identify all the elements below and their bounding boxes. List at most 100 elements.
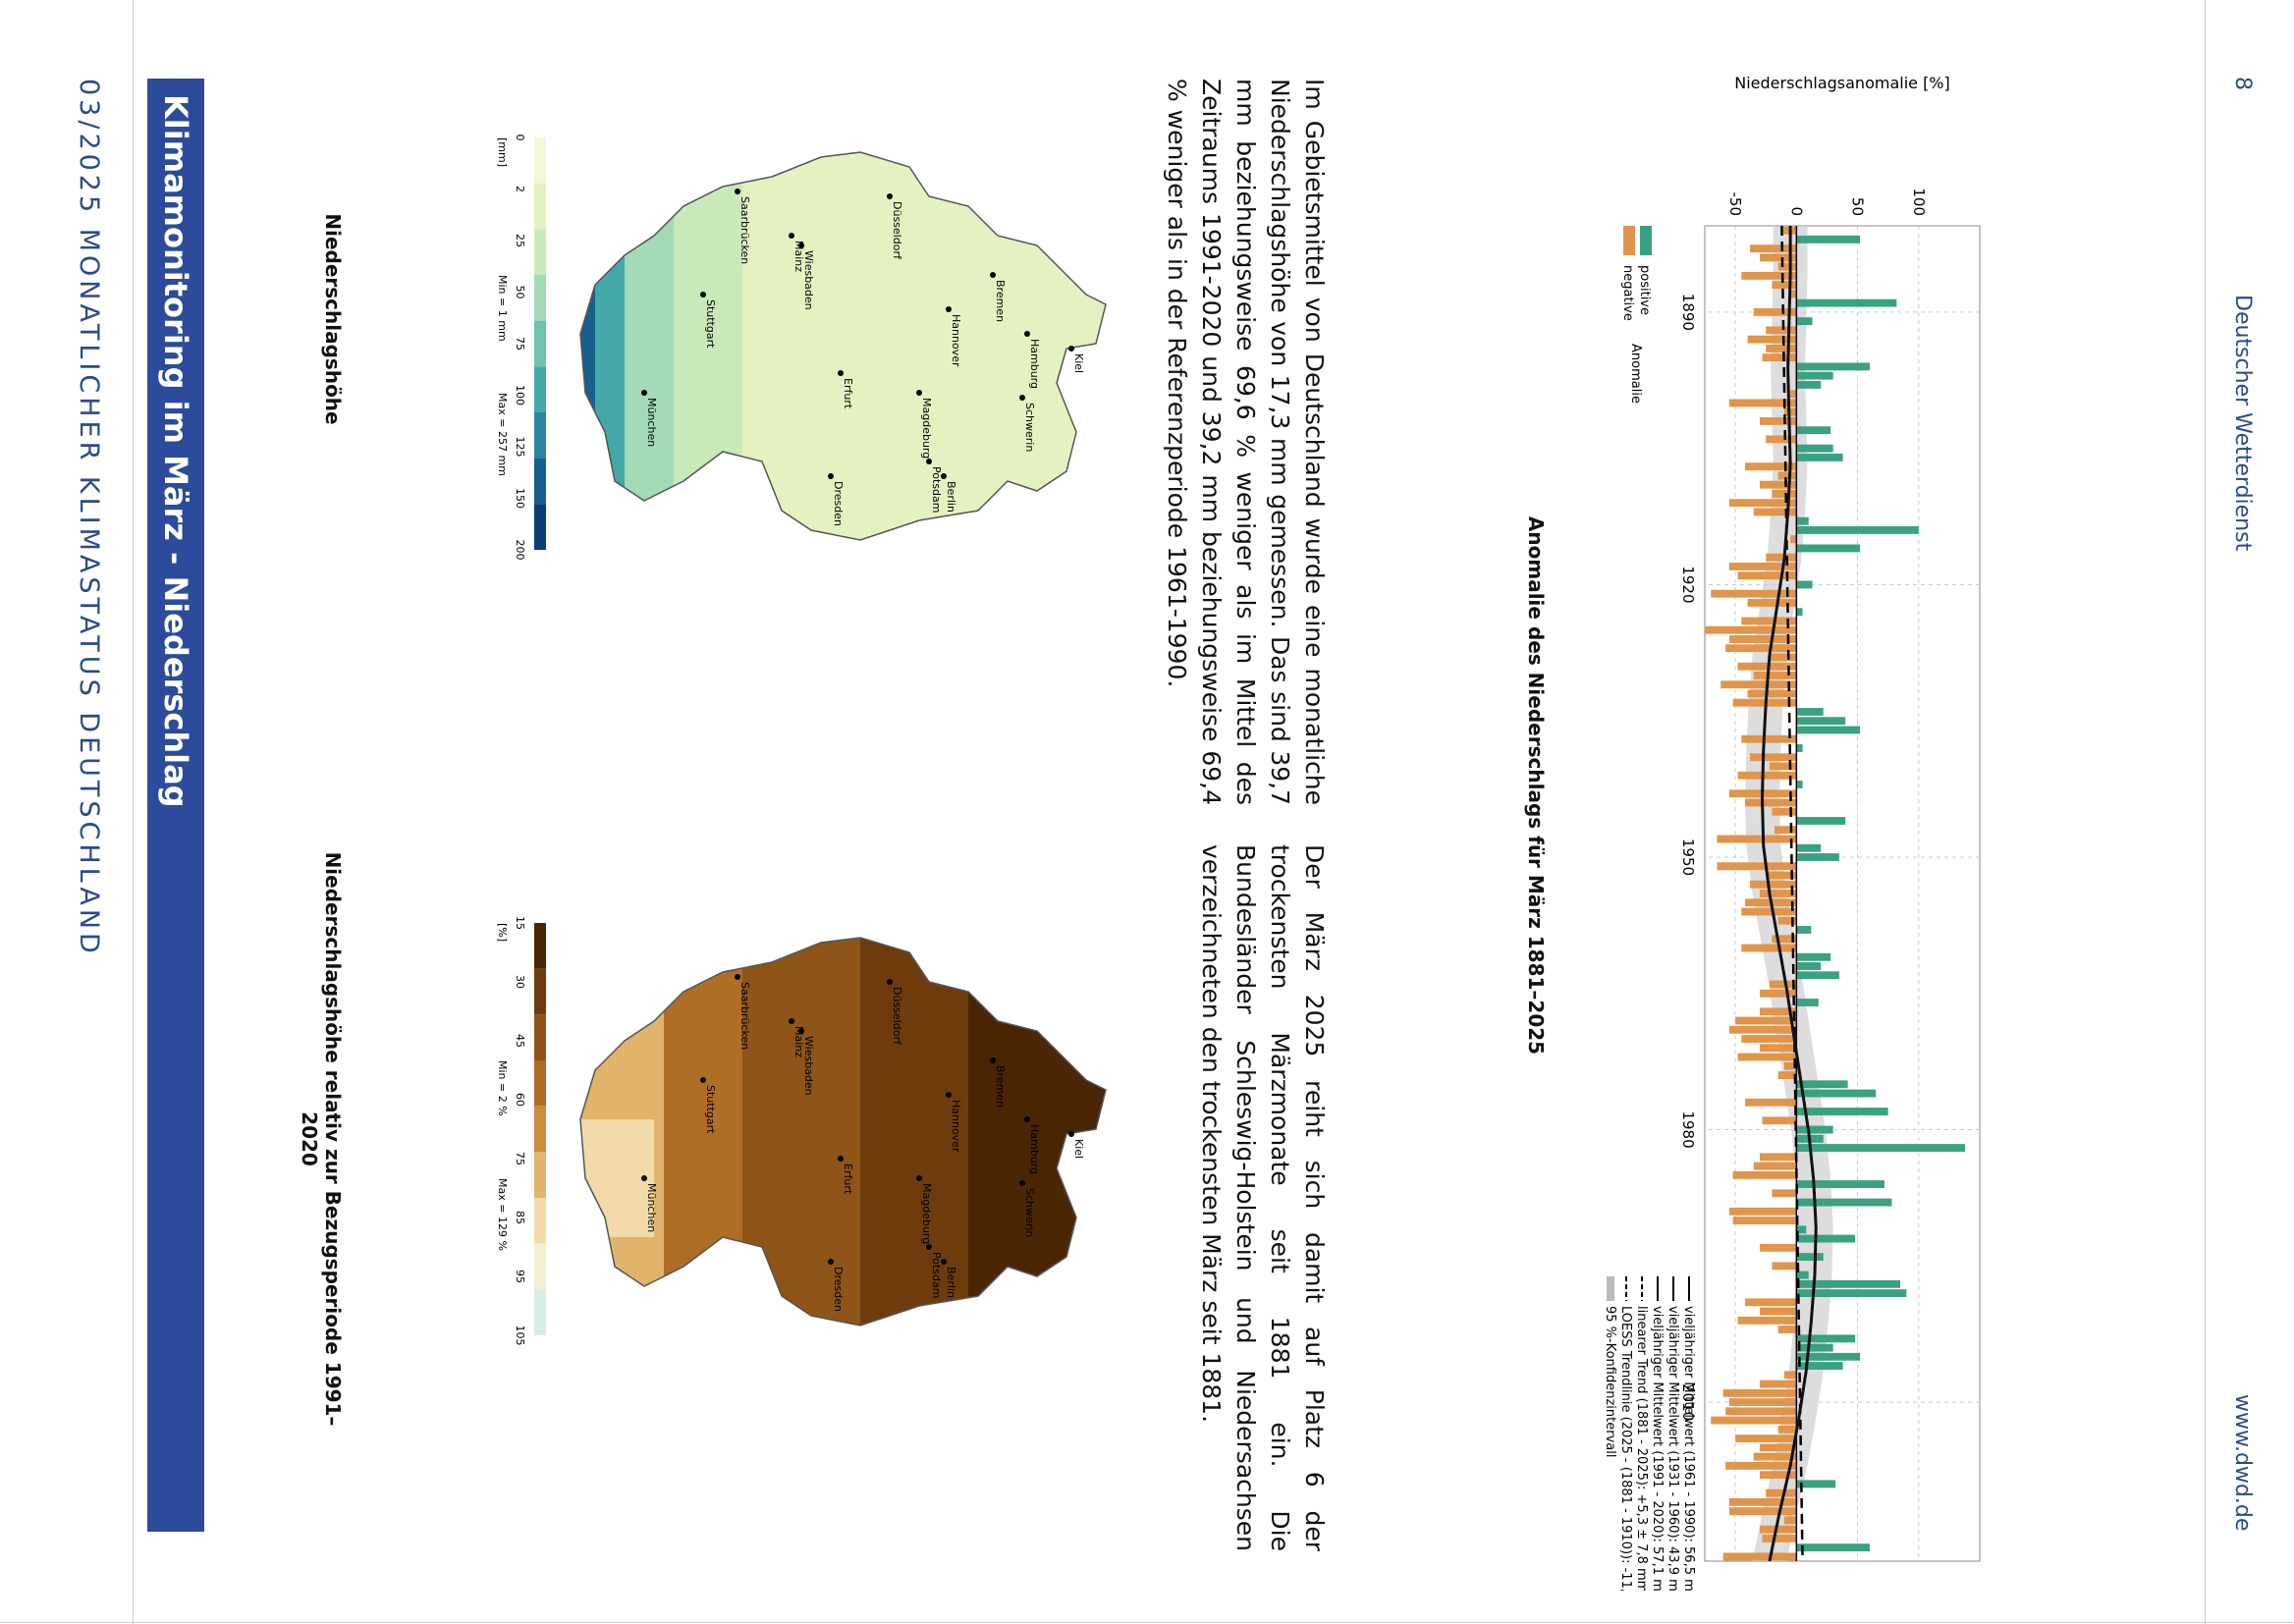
city-label: Mainz bbox=[792, 241, 805, 272]
anomaly-bar bbox=[1728, 1025, 1797, 1034]
map-precip-absolute: Kiel Hamburg Schwerin Bremen Berlin Hannover P… bbox=[350, 98, 1135, 589]
x-tick-label: 1890 bbox=[1679, 294, 1697, 331]
anomaly-bar bbox=[1796, 1352, 1861, 1361]
anomaly-bar bbox=[1796, 371, 1833, 380]
colorbar-swatch bbox=[534, 183, 546, 230]
anomaly-bar bbox=[1728, 1507, 1797, 1516]
anomaly-bar bbox=[1796, 362, 1870, 371]
running-header: 03/2025 MONATLICHER KLIMASTATUS DEUTSCHL… bbox=[74, 79, 104, 957]
precipitation-map-relative: Kiel Hamburg Schwerin Bremen Berlin Hannover P… bbox=[496, 916, 1107, 1346]
anomaly-bar bbox=[1796, 298, 1897, 307]
city-marker bbox=[887, 193, 893, 199]
chart-title: Anomalie des Niederschlags für März 1881… bbox=[1524, 515, 1548, 1056]
colorbar-tick: 200 bbox=[514, 540, 526, 561]
anomaly-bar bbox=[1777, 262, 1797, 271]
anomaly-bar bbox=[1725, 1461, 1797, 1470]
colorbar-swatch bbox=[534, 458, 546, 505]
colorbar-tick: 85 bbox=[514, 1211, 526, 1224]
anomaly-bar bbox=[1753, 1162, 1797, 1170]
anomaly-bar bbox=[1796, 781, 1803, 788]
city-label: Saarbrücken bbox=[738, 982, 751, 1050]
y-axis-label: Niederschlagsanomalie [%] bbox=[1734, 74, 1949, 92]
y-tick-label: -50 bbox=[1726, 192, 1744, 217]
colorbar-swatch bbox=[534, 275, 546, 321]
colorbar-tick: 150 bbox=[514, 488, 526, 509]
city-label: Hamburg bbox=[1028, 1124, 1041, 1174]
legend-line-item: 95 %-Konfidenzintervall bbox=[1603, 1306, 1617, 1457]
anomaly-bar bbox=[1745, 1298, 1797, 1307]
anomaly-bar bbox=[1735, 1016, 1797, 1025]
anomaly-bar bbox=[1759, 1380, 1797, 1388]
anomaly-bar bbox=[1728, 399, 1797, 407]
anomaly-bar bbox=[1796, 1543, 1870, 1552]
city-label: Hamburg bbox=[1028, 339, 1041, 389]
city-label: Potsdam bbox=[930, 466, 943, 513]
anomaly-bar bbox=[1745, 1098, 1797, 1107]
colorbar-swatch bbox=[534, 1014, 546, 1061]
city-marker bbox=[941, 473, 947, 479]
anomaly-bar bbox=[1796, 1108, 1888, 1115]
anomaly-bar bbox=[1796, 1225, 1807, 1234]
anomaly-bar bbox=[1728, 1207, 1797, 1216]
legend-negative: negative bbox=[1620, 265, 1635, 321]
anomaly-bar bbox=[1790, 535, 1797, 544]
page-number: 8 bbox=[2230, 77, 2255, 90]
paragraph-left: Im Gebietsmittel von Deutschland wurde e… bbox=[1163, 79, 1329, 805]
anomaly-bar bbox=[1759, 1044, 1797, 1053]
city-label: Berlin bbox=[945, 481, 957, 513]
anomaly-bar bbox=[1722, 1388, 1797, 1397]
city-marker bbox=[946, 1092, 952, 1098]
anomaly-bar bbox=[1728, 499, 1797, 508]
anomaly-bar bbox=[1704, 625, 1797, 634]
anomaly-bar bbox=[1796, 1125, 1833, 1134]
anomaly-bar bbox=[1753, 1452, 1797, 1461]
anomaly-bar bbox=[1747, 599, 1797, 607]
anomaly-bar bbox=[1747, 689, 1797, 698]
city-marker bbox=[1068, 346, 1074, 352]
anomaly-bar bbox=[1769, 653, 1797, 662]
anomaly-bar bbox=[1717, 835, 1797, 843]
city-marker bbox=[700, 292, 706, 298]
y-tick-label: 100 bbox=[1910, 188, 1928, 216]
colorbar-tick: 100 bbox=[514, 385, 526, 406]
anomaly-bar bbox=[1737, 771, 1797, 780]
section-banner: Klimamonitoring im März - Niederschlag bbox=[147, 79, 204, 1532]
city-label: Hannover bbox=[950, 1100, 962, 1153]
city-label: Saarbrücken bbox=[738, 196, 751, 264]
x-tick-label: 2010 bbox=[1679, 1383, 1697, 1421]
anomaly-bar bbox=[1753, 672, 1797, 679]
anomaly-bar bbox=[1728, 1497, 1797, 1506]
anomaly-bar bbox=[1732, 1217, 1797, 1224]
city-marker bbox=[887, 979, 893, 985]
city-label: Düsseldorf bbox=[891, 201, 903, 260]
anomaly-bar bbox=[1725, 1407, 1797, 1416]
anomaly-bar bbox=[1772, 1189, 1797, 1198]
anomaly-bar bbox=[1741, 271, 1797, 280]
footer-rule bbox=[2205, 0, 2206, 1624]
city-label: Stuttgart bbox=[704, 299, 717, 349]
anomaly-bar bbox=[1759, 1443, 1797, 1452]
colorbar-swatch bbox=[534, 1198, 546, 1244]
colorbar-swatch bbox=[534, 412, 546, 459]
anomaly-bar bbox=[1796, 526, 1919, 534]
anomaly-bar bbox=[1735, 1435, 1797, 1443]
city-marker bbox=[990, 1057, 996, 1063]
anomaly-bar bbox=[1777, 1425, 1797, 1434]
city-label: Potsdam bbox=[930, 1252, 943, 1298]
city-marker bbox=[828, 1259, 834, 1265]
anomaly-bar bbox=[1741, 617, 1797, 625]
city-label: Mainz bbox=[792, 1026, 805, 1057]
anomaly-bar bbox=[1741, 1035, 1797, 1043]
city-marker bbox=[941, 1259, 947, 1265]
anomaly-bar bbox=[1777, 471, 1797, 480]
colorbar-tick: 75 bbox=[514, 337, 526, 351]
city-marker bbox=[838, 370, 844, 376]
city-label: Wiesbaden bbox=[802, 1036, 815, 1096]
anomaly-bar bbox=[1745, 798, 1797, 807]
precipitation-map-absolute: Kiel Hamburg Schwerin Bremen Berlin Hannover P… bbox=[496, 135, 1107, 561]
colorbar-swatch bbox=[534, 923, 546, 969]
colorbar-tick: 75 bbox=[514, 1152, 526, 1165]
colorbar-unit: [%] bbox=[496, 923, 509, 942]
